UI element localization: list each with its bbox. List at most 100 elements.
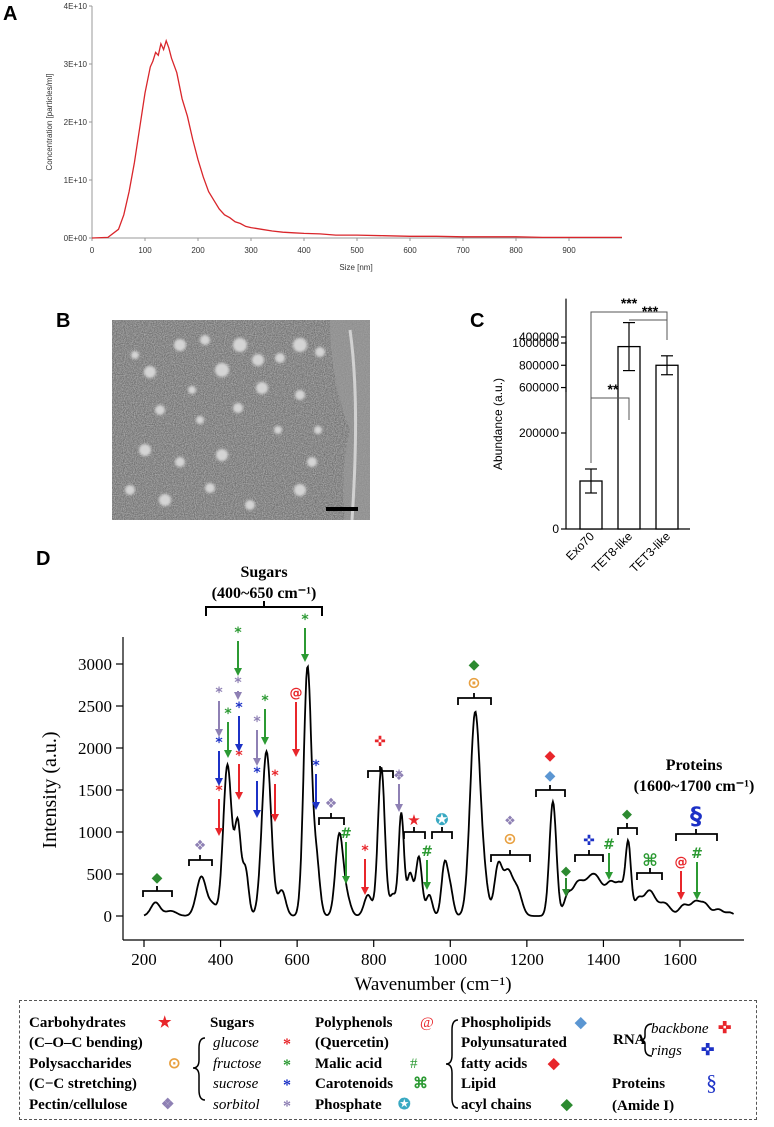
pufa-diamond-icon: ◆ [545, 748, 556, 764]
sorbitol-arrow-head [215, 729, 223, 737]
lipid-diamond-icon: ◆ [469, 657, 480, 673]
legend-carotenoids: Carotenoids [315, 1076, 393, 1092]
glucose-asterisk-icon: * [215, 783, 223, 799]
panel-a-x-axis-label: Size [nm] [339, 263, 372, 272]
glucose-asterisk-icon: * [271, 768, 279, 784]
legend-glucose-asterisk-icon: * [283, 1036, 291, 1053]
sucrose-asterisk-icon: * [253, 765, 261, 781]
polyphenol-arrow-head [677, 892, 685, 900]
panel-a-x-tick-label: 900 [562, 246, 576, 255]
panel-d-x-tick-label: 1400 [586, 950, 620, 969]
phospholipid-diamond-icon: ◆ [545, 768, 556, 784]
panel-a-letter: A [3, 3, 17, 25]
carotenoid-command-icon: ⌘ [642, 851, 658, 871]
legend-rna-brace [639, 1023, 653, 1057]
sorbitol-asterisk-icon: * [215, 685, 223, 701]
panel-c-y-tick-label: 800000 [519, 358, 559, 372]
fructose-asterisk-icon: * [261, 693, 269, 709]
panel-b-letter: B [56, 310, 70, 332]
legend-red-diamond-icon: ◆ [547, 1056, 560, 1072]
legend-sugars-brace [192, 1037, 206, 1101]
panel-d-y-tick-label: 2500 [78, 697, 112, 716]
lipid-arrow-head [562, 889, 570, 897]
legend-section-icon: § [706, 1070, 717, 1095]
legend-sucrose-asterisk-icon: * [283, 1077, 291, 1094]
phosphate-star-circle-icon: ✪ [435, 810, 448, 829]
legend-proteins: Proteins [612, 1076, 665, 1092]
fructose-asterisk-icon: * [301, 612, 309, 628]
panel-a-x-tick-label: 200 [191, 246, 205, 255]
panel-a-chart: 0 100 200 300 400 500 600 700 800 900 0E+00 1E+10 2… [45, 2, 622, 272]
panel-a-y-tick-label: 0E+00 [64, 234, 88, 243]
legend-polyphenols: Polyphenols [315, 1015, 393, 1031]
panel-d-x-tick-label: 400 [208, 950, 234, 969]
sorbitol-arrow-head [395, 804, 403, 812]
legend-box [19, 1000, 757, 1120]
panel-c-significance-label: *** [642, 303, 659, 319]
legend-ccs: (C−C stretching) [29, 1076, 137, 1092]
legend-diamond4-icon: ❖ [161, 1097, 174, 1113]
legend-sorbitol: sorbitol [213, 1097, 260, 1113]
panel-d-x-axis-label: Wavenumber (cm⁻¹) [354, 974, 511, 995]
panel-d-x-tick-label: 1000 [433, 950, 467, 969]
panel-c-y-axis-label: Abundance (a.u.) [491, 378, 505, 470]
legend-quercetin: (Quercetin) [315, 1035, 389, 1051]
glucose-arrow-head [361, 887, 369, 895]
sucrose-asterisk-icon: * [235, 700, 243, 716]
polyphenol-at-icon: @ [290, 686, 303, 701]
sucrose-asterisk-icon: * [312, 758, 320, 774]
panel-c-y-tick-label: 1000000 [512, 336, 559, 350]
legend-cob: (C–O–C bending) [29, 1035, 143, 1051]
legend-circle-dot-icon: ⊙ [168, 1056, 181, 1072]
legend-lipid-1: Lipid [461, 1076, 497, 1092]
panel-a-x-tick-label: 700 [456, 246, 470, 255]
legend-star-circle-icon: ✪ [398, 1096, 411, 1113]
panel-a-x-tick-label: 100 [138, 246, 152, 255]
legend-backbone: backbone [651, 1021, 709, 1037]
polyphenol-arrow-head [292, 749, 300, 757]
panel-d-y-axis-label: Intensity (a.u.) [39, 731, 61, 848]
proteins-annotation-range: (1600~1700 cm⁻¹) [634, 778, 755, 795]
malic-acid-hash-icon: # [340, 826, 352, 842]
panel-d-x-tick-label: 800 [361, 950, 387, 969]
sugars-bracket [205, 601, 323, 616]
pectin-diamond4-icon: ❖ [504, 814, 516, 829]
sorbitol-arrow-head [234, 692, 242, 700]
malic-acid-hash-icon: # [421, 844, 433, 860]
panel-a-x-tick-label: 800 [509, 246, 523, 255]
sugars-annotation-title: Sugars [240, 564, 287, 581]
panel-c-y-tick-label: 600000 [519, 381, 559, 395]
legend-rings-cross-icon: ✜ [701, 1042, 714, 1059]
panel-d-raman-spectrum-line [143, 664, 735, 917]
legend-carbohydrates: Carbohydrates [29, 1015, 126, 1031]
glucose-asterisk-icon: * [361, 843, 369, 859]
glucose-arrow-head [271, 814, 279, 822]
fructose-asterisk-icon: * [234, 625, 242, 641]
malic-acid-hash-icon: # [691, 846, 703, 862]
panel-a-x-tick-label: 300 [244, 246, 258, 255]
panel-d-y-tick-label: 1500 [78, 781, 112, 800]
fructose-asterisk-icon: * [224, 706, 232, 722]
panel-a-x-tick-label: 0 [90, 246, 95, 255]
sucrose-arrow-head [235, 744, 243, 752]
legend-polysaccharides: Polysaccharides [29, 1056, 132, 1072]
rna-rings-cross-icon: ✜ [583, 833, 595, 849]
panel-a-x-tick-label: 400 [297, 246, 311, 255]
proteins-annotation-title: Proteins [666, 757, 723, 774]
legend-sugars: Sugars [210, 1015, 254, 1031]
polyphenol-at-icon: @ [675, 855, 688, 870]
panel-a-y-tick-label: 3E+10 [64, 60, 88, 69]
legend-phospholipids: Phospholipids [461, 1015, 551, 1031]
legend-green-diamond-icon: ◆ [560, 1097, 573, 1113]
lipid-diamond-icon: ◆ [622, 807, 632, 822]
green-arrow-head [301, 654, 309, 662]
green-arrow-head [261, 737, 269, 745]
legend-at-icon: @ [420, 1015, 434, 1031]
panel-a-y-tick-label: 2E+10 [64, 118, 88, 127]
scale-bar [326, 507, 358, 511]
legend-malic: Malic acid [315, 1056, 383, 1072]
panel-d-x-tick-label: 200 [131, 950, 157, 969]
legend-pufa-2: fatty acids [461, 1056, 527, 1072]
panel-d-letter: D [36, 548, 50, 570]
sorbitol-arrow-head [253, 758, 261, 766]
